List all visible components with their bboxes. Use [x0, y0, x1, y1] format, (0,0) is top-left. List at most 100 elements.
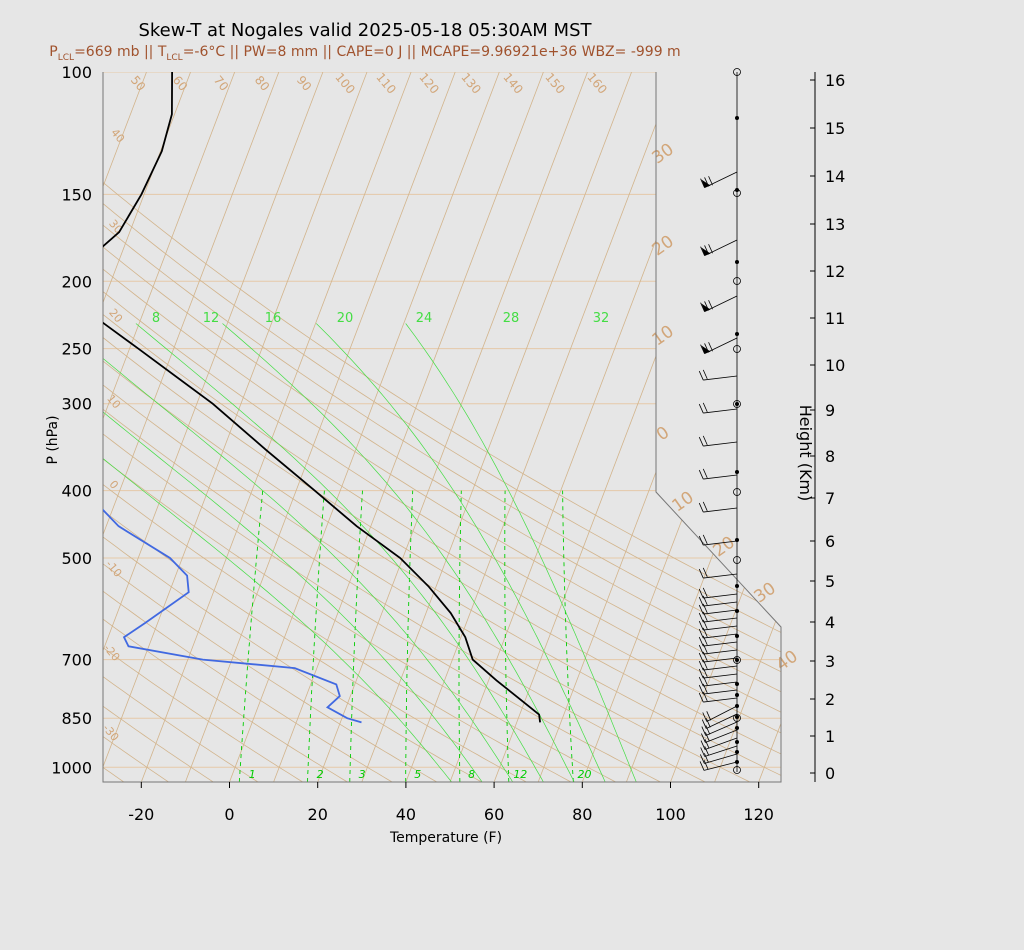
pressure-tick-label: 300 — [61, 395, 92, 414]
isotherm-label: 20 — [649, 232, 678, 261]
wind-barb-feather — [701, 719, 707, 729]
dry-adiabat-label: 20 — [106, 306, 125, 325]
dry-adiabat-line — [103, 72, 781, 782]
wind-barb — [702, 705, 738, 722]
dry-adiabat-label: 120 — [416, 70, 441, 97]
wind-barb-staff — [706, 705, 738, 722]
height-tick-label: 6 — [825, 532, 835, 551]
height-tick-label: 12 — [825, 262, 845, 281]
wind-level-dot — [735, 538, 739, 542]
wind-barb-staff — [705, 729, 738, 743]
wind-level-dot — [735, 402, 739, 406]
dry-adiabat-label: 0 — [106, 478, 120, 492]
wind-barb-staff — [703, 474, 738, 480]
wind-barb-staff — [703, 625, 738, 631]
wind-level-dot — [735, 584, 739, 588]
wind-barb — [698, 683, 738, 695]
mixing-ratio-label: 8 — [468, 768, 475, 781]
height-tick-label: 1 — [825, 727, 835, 746]
wind-barb-feather — [702, 712, 708, 722]
wind-barb-staff — [703, 593, 738, 599]
mixing-ratio-label: 12 — [513, 768, 527, 781]
dry-adiabat-line — [103, 72, 751, 782]
wind-barb-feather — [702, 627, 708, 638]
mixing-ratio-line — [458, 490, 462, 782]
wind-barb — [698, 691, 738, 703]
plcl-label: P — [49, 44, 58, 60]
wind-barb — [698, 595, 738, 607]
wind-barb — [698, 501, 738, 513]
wetbulb-label: 32 — [593, 311, 610, 326]
wind-barb-feather — [702, 402, 708, 413]
x-tick-label: 120 — [743, 805, 774, 824]
wind-barb-staff — [703, 681, 738, 687]
wind-barb — [698, 659, 738, 671]
isotherm-label: 10 — [669, 488, 698, 517]
wind-barb — [701, 729, 738, 743]
wind-level-dot — [735, 693, 739, 697]
wind-barb — [698, 651, 738, 663]
dry-adiabat-label: 90 — [294, 73, 315, 94]
dry-adiabat-label: 80 — [252, 73, 273, 94]
pressure-tick-label: 250 — [61, 340, 92, 359]
dry-adiabat-line — [103, 72, 661, 782]
wind-barb-staff — [703, 507, 738, 513]
wind-barb-feather — [698, 469, 704, 480]
wind-barb-staff — [703, 761, 738, 771]
mixing-ratio-line — [562, 490, 574, 782]
wind-barb-feather — [704, 739, 710, 749]
pressure-tick-label: 150 — [61, 185, 92, 204]
wind-barb-feather — [703, 760, 709, 770]
wind-barb — [698, 587, 738, 599]
wind-barb-feather — [702, 611, 708, 622]
plcl-subscript: LCL — [57, 52, 75, 63]
wind-barb — [698, 369, 738, 381]
dry-adiabat-line — [103, 72, 393, 782]
isotherm-line — [405, 72, 677, 782]
wind-barb-feather — [698, 636, 704, 647]
wind-barb — [700, 737, 738, 750]
wind-barb-staff — [703, 633, 738, 639]
x-tick-label: 20 — [308, 805, 328, 824]
wind-barb-feather — [702, 619, 708, 630]
temperature-line — [103, 72, 541, 723]
dry-adiabat-line — [103, 72, 706, 782]
dry-adiabat-line — [103, 72, 259, 782]
wind-barb-feather — [700, 178, 705, 188]
height-marker-ring — [733, 556, 741, 564]
isotherm-line — [103, 72, 368, 782]
dry-adiabat-label: 100 — [332, 70, 357, 97]
wind-barb-feather — [706, 711, 712, 721]
isotherm-line — [670, 72, 781, 782]
mixing-ratio-label: 20 — [577, 768, 591, 781]
wind-barb-feather — [702, 534, 708, 545]
dewpoint-line-group — [103, 72, 362, 724]
dry-adiabat-line — [103, 72, 781, 782]
wind-level-dot — [735, 740, 739, 744]
wind-barb-feather — [700, 740, 706, 750]
dry-adiabat-line — [103, 72, 616, 782]
wind-barb-staff — [706, 713, 738, 729]
height-tick-label: 4 — [825, 613, 835, 632]
wind-barb-feather — [698, 502, 704, 513]
moist-adiabat-line — [405, 323, 637, 782]
wind-barb-feather — [708, 176, 713, 186]
mixing-ratio-label: 5 — [414, 768, 421, 781]
wetbulb-label: 28 — [503, 311, 520, 326]
isotherm-label: 30 — [649, 140, 678, 169]
dry-adiabat-label: 150 — [542, 70, 567, 97]
dry-adiabat-line — [103, 72, 125, 782]
height-marker-ring — [733, 766, 741, 774]
wetbulb-label: 8 — [152, 311, 160, 326]
wind-level-dot — [735, 116, 739, 120]
height-tick-label: 15 — [825, 119, 845, 138]
isotherm-line — [0, 72, 14, 782]
wind-barb — [699, 760, 738, 771]
wind-barb-staff — [703, 609, 738, 615]
dry-adiabat-label: 110 — [373, 70, 398, 97]
wind-barb-feather — [698, 628, 704, 639]
wind-barb-feather — [698, 596, 704, 607]
dewpoint-line — [103, 72, 362, 724]
wind-barb-pennant — [701, 247, 711, 256]
